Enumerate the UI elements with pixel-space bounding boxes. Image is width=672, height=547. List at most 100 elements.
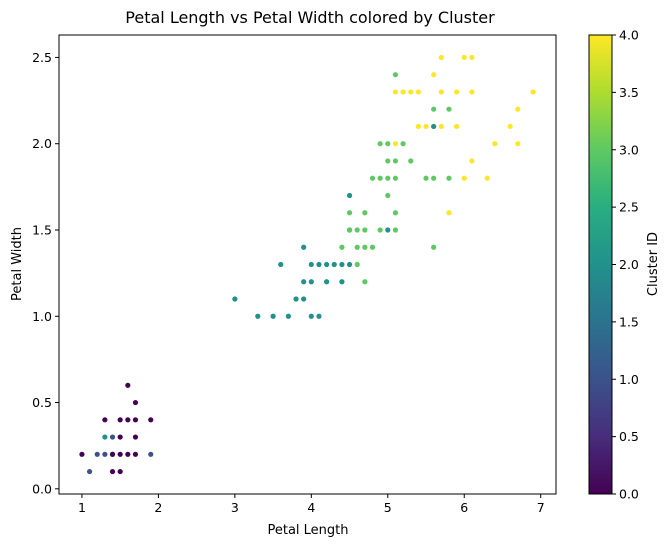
- data-point: [301, 279, 307, 285]
- data-point: [102, 417, 108, 423]
- data-point: [94, 451, 100, 457]
- colorbar-tick-label: 2.0: [619, 257, 639, 272]
- data-point: [377, 175, 383, 181]
- data-point: [362, 244, 368, 250]
- data-point: [339, 279, 345, 285]
- data-point: [392, 158, 399, 164]
- data-point: [301, 296, 307, 302]
- data-point: [438, 89, 444, 95]
- data-point: [109, 468, 116, 475]
- data-point: [415, 123, 421, 130]
- y-tick-label: 2.5: [32, 50, 52, 65]
- data-point: [385, 192, 391, 199]
- data-point: [369, 175, 376, 181]
- data-point: [400, 89, 406, 95]
- data-point: [469, 89, 475, 95]
- x-tick-label: 6: [460, 500, 468, 515]
- data-point: [132, 451, 139, 457]
- plot-frame: [58, 34, 557, 495]
- data-point: [362, 210, 368, 216]
- data-point: [117, 434, 123, 440]
- data-point: [102, 434, 108, 440]
- y-tick-label: 0.0: [32, 481, 52, 496]
- y-axis-ticks: 0.0 0.5 1.0 1.5 2.0 2.5: [32, 50, 59, 496]
- data-point: [438, 54, 444, 61]
- x-tick-label: 7: [537, 500, 545, 515]
- data-point: [339, 244, 345, 250]
- colorbar-tick-label: 3.0: [619, 142, 639, 157]
- x-tick-label: 4: [307, 500, 315, 515]
- data-point: [132, 417, 139, 423]
- data-point: [293, 296, 299, 302]
- data-point: [346, 210, 353, 216]
- y-tick-label: 2.0: [32, 136, 52, 151]
- data-point: [148, 417, 154, 423]
- data-point: [354, 244, 360, 250]
- x-tick-label: 5: [384, 500, 392, 515]
- data-point: [132, 399, 139, 406]
- data-point: [415, 89, 421, 95]
- data-point: [125, 451, 131, 457]
- data-point: [125, 382, 131, 388]
- data-point: [392, 175, 399, 181]
- data-point: [454, 123, 460, 130]
- data-point: [346, 227, 353, 233]
- colorbar-tick-label: 2.5: [619, 200, 639, 215]
- data-point: [362, 279, 368, 285]
- data-point: [400, 141, 406, 147]
- data-point: [117, 468, 123, 475]
- data-point: [385, 141, 391, 147]
- data-point: [377, 227, 383, 233]
- data-point: [86, 468, 93, 475]
- data-point: [308, 279, 314, 285]
- data-point: [369, 244, 376, 250]
- data-point: [392, 89, 399, 95]
- data-point: [102, 451, 108, 457]
- data-point: [431, 72, 437, 78]
- data-point: [469, 158, 475, 164]
- colorbar-tick-label: 0.0: [619, 487, 639, 502]
- colorbar-label: Cluster ID: [646, 232, 661, 296]
- x-tick-label: 3: [231, 500, 239, 515]
- data-point: [392, 227, 399, 233]
- x-tick-label: 2: [154, 500, 162, 515]
- data-point: [285, 313, 291, 319]
- data-point: [132, 434, 139, 440]
- colorbar: 0.0 0.5 1.0 1.5 2.0 2.5 3.0 3.5 4.0 Cluster ID: [588, 28, 661, 502]
- y-tick-label: 1.0: [32, 309, 52, 324]
- data-point: [385, 158, 391, 164]
- data-point: [431, 123, 437, 130]
- data-point: [446, 175, 452, 181]
- data-point: [454, 89, 460, 95]
- data-point: [339, 261, 345, 268]
- data-point: [316, 313, 322, 319]
- data-point: [117, 451, 123, 457]
- data-point: [316, 261, 322, 268]
- data-point: [354, 261, 360, 268]
- data-point: [79, 451, 85, 457]
- data-point: [346, 192, 353, 199]
- data-point: [109, 434, 116, 440]
- data-point: [346, 261, 353, 268]
- data-point: [431, 244, 437, 250]
- data-point: [232, 296, 238, 302]
- x-axis-ticks: 1 2 3 4 5 6 7: [78, 494, 545, 515]
- data-point: [301, 244, 307, 250]
- data-point: [446, 210, 452, 216]
- data-point: [408, 158, 414, 164]
- x-tick-label: 1: [78, 500, 86, 515]
- data-point: [385, 227, 391, 233]
- data-point: [278, 261, 284, 268]
- data-point: [331, 261, 337, 268]
- data-point: [377, 141, 383, 147]
- data-point: [423, 123, 429, 130]
- data-point: [408, 89, 414, 95]
- data-point: [270, 313, 276, 319]
- data-point: [507, 123, 513, 130]
- data-point: [324, 279, 330, 285]
- data-point: [125, 417, 131, 423]
- data-point: [431, 175, 437, 181]
- colorbar-gradient: [589, 35, 612, 494]
- data-point: [515, 141, 521, 147]
- data-point: [148, 451, 154, 457]
